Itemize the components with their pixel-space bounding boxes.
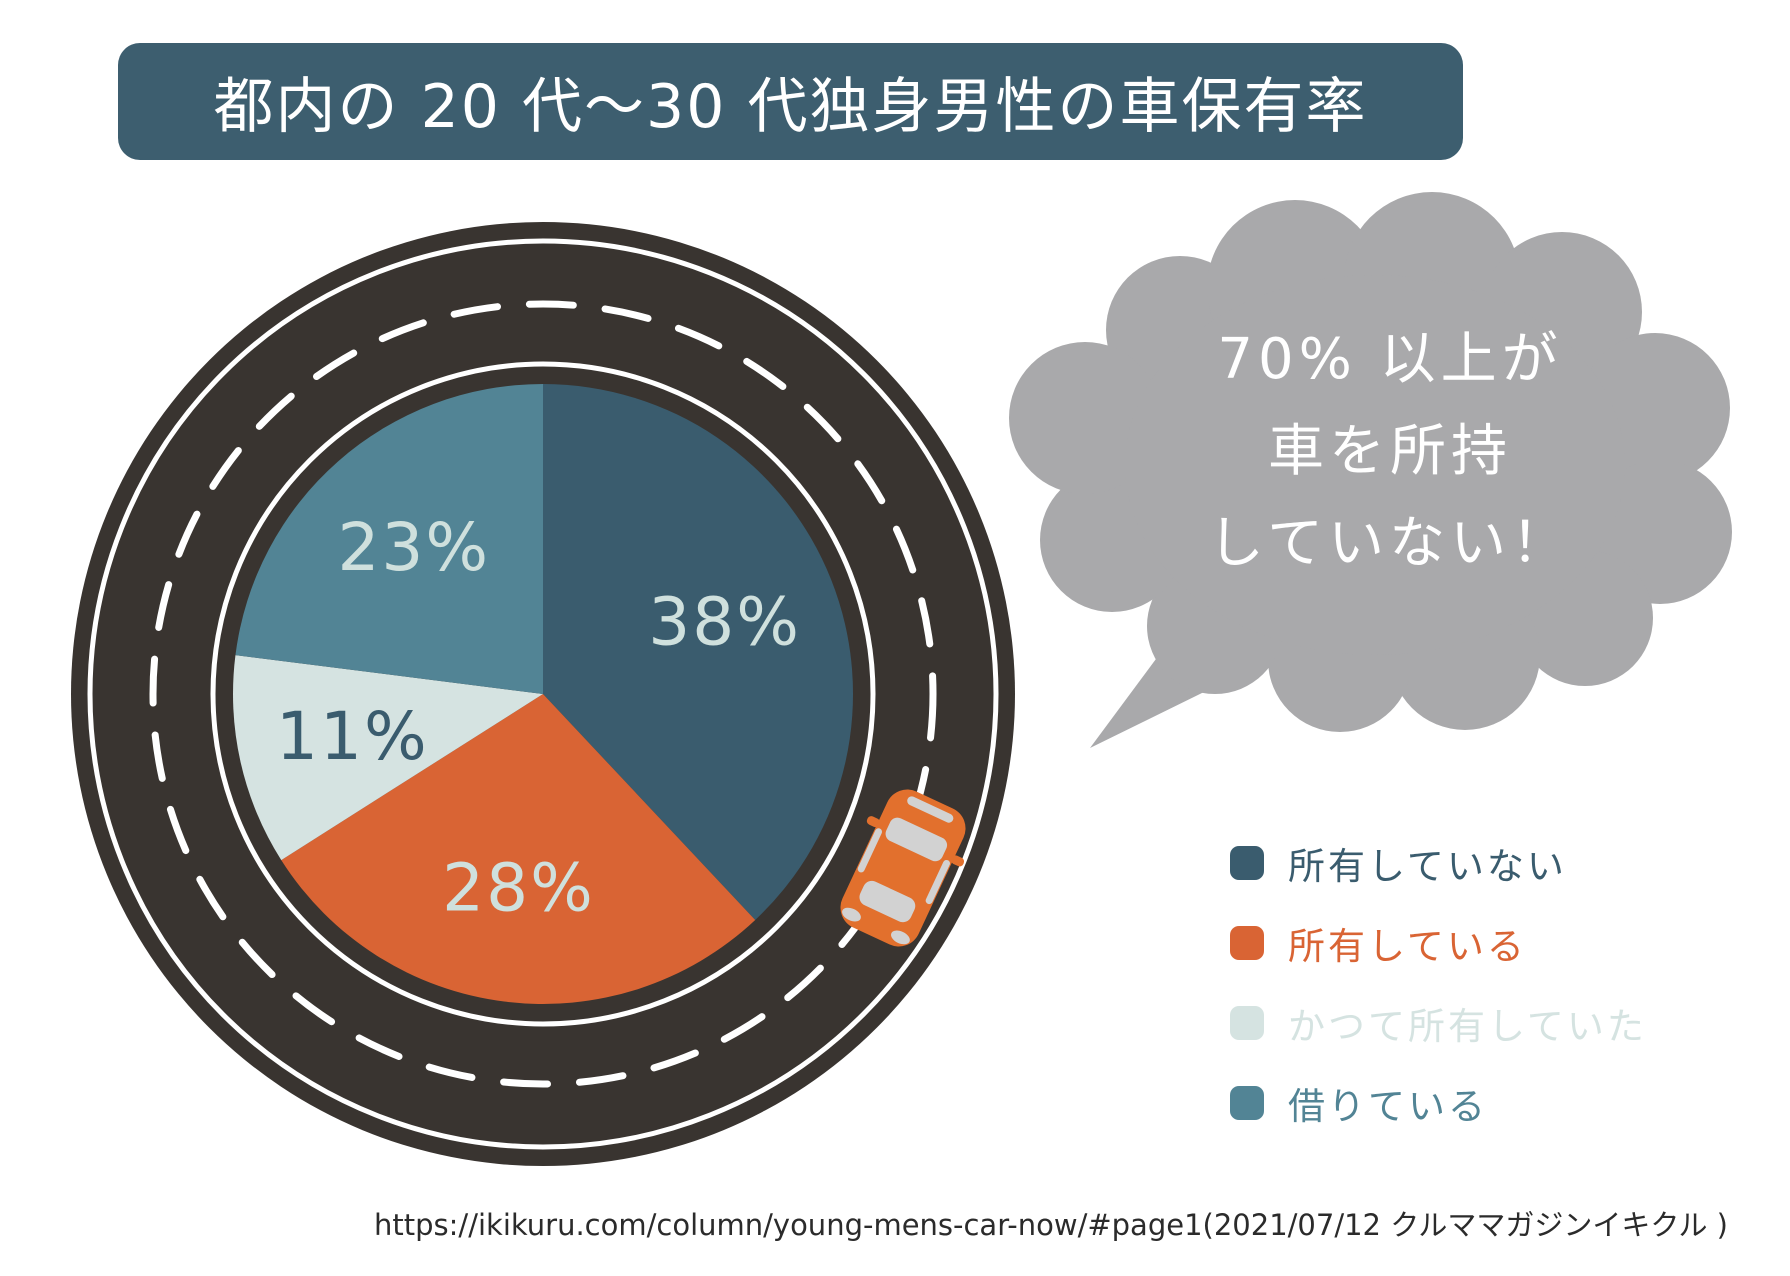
car-rear-window (859, 880, 916, 923)
pie-slice-used-to-own (233, 655, 543, 861)
car-mirror-right (951, 855, 965, 867)
car-side-window-left (857, 828, 883, 873)
car-mirror-left (866, 816, 880, 828)
source-citation: https://ikikuru.com/column/young-mens-ca… (374, 1208, 1728, 1242)
legend-item-own: 所有している (1230, 925, 1647, 968)
speech-bubble: 70% 以上が 車を所持 していない！ (1009, 192, 1732, 748)
pie-label-used-to-own: 11% (276, 698, 429, 775)
legend-item-renting: 借りている (1230, 1085, 1647, 1128)
pie-slice-own (281, 694, 756, 1005)
callout-line-1: 70% 以上が (1217, 327, 1562, 392)
title-banner: 都内の 20 代～30 代独身男性の車保有率 (118, 43, 1463, 160)
pie-slice-renting (235, 384, 543, 694)
car-front-strip (907, 796, 954, 823)
legend-label-own: 所有している (1288, 925, 1527, 968)
legend-swatch-not-own (1230, 846, 1264, 880)
legend-item-used-to-own: かつて所有していた (1230, 1005, 1647, 1048)
car-taillight-right (891, 930, 910, 945)
legend-label-used-to-own: かつて所有していた (1288, 1005, 1647, 1048)
pie-chart: 38% 28%11% 23% (233, 384, 853, 1005)
legend-swatch-renting (1230, 1086, 1264, 1120)
car-icon (840, 789, 966, 947)
road-outer-line (87, 238, 999, 1150)
legend: 所有していない 所有しているかつて所有していた 借りている (1230, 845, 1647, 1128)
speech-bubble-body (1125, 275, 1625, 655)
legend-label-renting: 借りている (1288, 1085, 1488, 1128)
pie-label-renting: 23% (337, 509, 490, 586)
callout-line-3: していない！ (1208, 511, 1572, 576)
page-title: 都内の 20 代～30 代独身男性の車保有率 (213, 72, 1368, 142)
legend-item-not-own: 所有していない (1230, 845, 1647, 888)
legend-swatch-own (1230, 926, 1264, 960)
road-center-dashed-line (149, 300, 937, 1088)
callout-line-2: 車を所持 (1268, 419, 1512, 484)
car-windshield (885, 817, 948, 862)
pie-slice-not-own (543, 384, 853, 920)
pie-label-not-own: 38% (648, 584, 801, 661)
car-taillight-left (842, 907, 861, 922)
car-side-window-right (925, 859, 950, 905)
legend-label-not-own: 所有していない (1288, 845, 1567, 888)
legend-swatch-used-to-own (1230, 1006, 1264, 1040)
road-inner-line (210, 361, 876, 1027)
speech-bubble-puff (1009, 342, 1161, 494)
pie-label-own: 28% (442, 849, 595, 926)
